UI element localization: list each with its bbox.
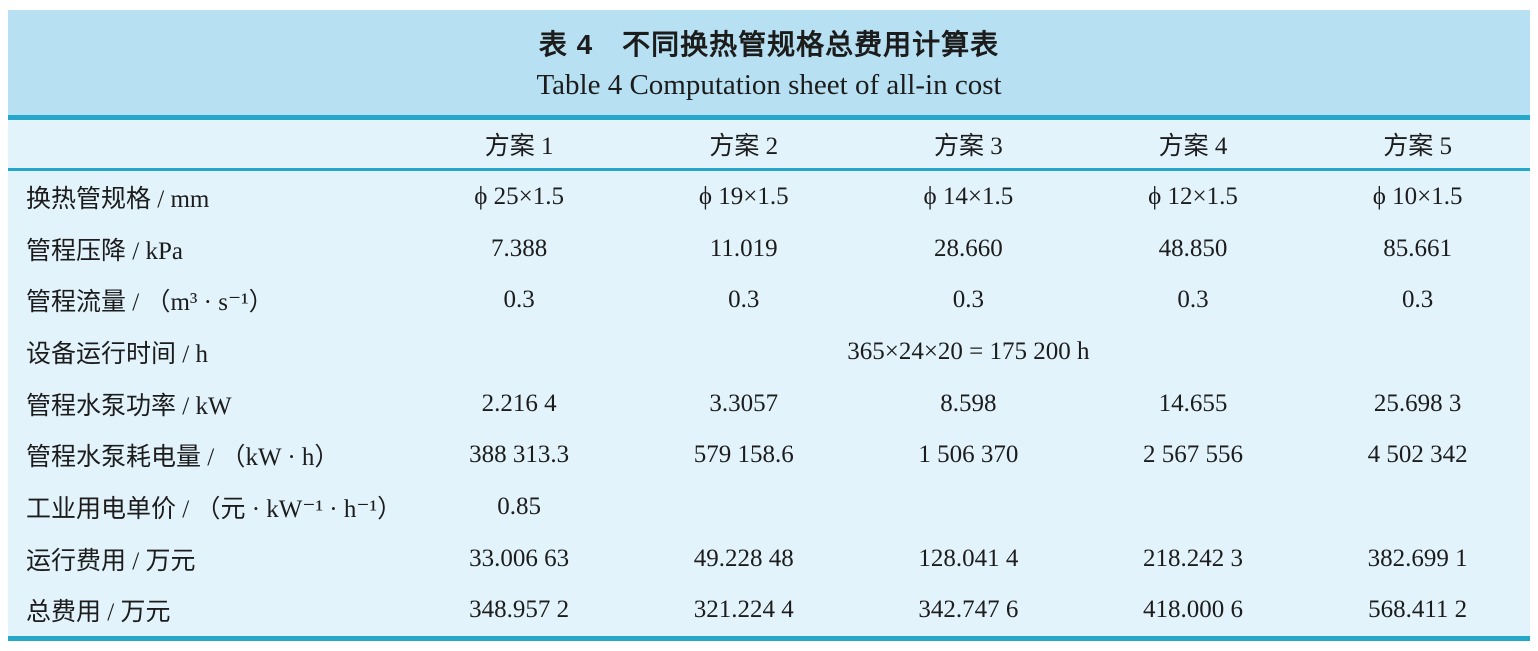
table-sheet: 表 4 不同换热管规格总费用计算表 Table 4 Computation sh… <box>8 10 1530 642</box>
cell: 85.661 <box>1383 234 1453 262</box>
cell: ϕ 14×1.5 <box>923 182 1014 210</box>
header-cell-scheme5: 方案 5 <box>1383 133 1453 160</box>
table-row: 管程压降 / kPa 7.388 11.019 28.660 48.850 85… <box>8 223 1530 275</box>
table-row: 设备运行时间 / h 365×24×20 = 175 200 h <box>8 326 1530 378</box>
cell: 348.957 2 <box>469 596 570 624</box>
top-rule <box>8 115 1530 120</box>
cell: 0.3 <box>1177 286 1209 314</box>
cell: 49.228 48 <box>693 544 794 572</box>
table-row: 管程水泵耗电量 / （kW · h） 388 313.3 579 158.6 1… <box>8 429 1530 481</box>
table-title-zh: 表 4 不同换热管规格总费用计算表 <box>538 29 1000 60</box>
cell: 25.698 3 <box>1373 389 1462 417</box>
cell: 418.000 6 <box>1142 596 1243 624</box>
cell: 342.747 6 <box>918 596 1019 624</box>
row-label: 总费用 / 万元 <box>26 599 171 627</box>
cell <box>1081 481 1306 533</box>
cell: 3.3057 <box>709 389 779 417</box>
cell: 4 502 342 <box>1367 441 1468 469</box>
cell: 8.598 <box>940 389 997 417</box>
cell: 0.3 <box>952 286 984 314</box>
cell: 0.85 <box>497 492 541 520</box>
cell: ϕ 19×1.5 <box>698 182 789 210</box>
header-cell-scheme2: 方案 2 <box>709 133 779 160</box>
table-row: 管程水泵功率 / kW 2.216 4 3.3057 8.598 14.655 … <box>8 378 1530 430</box>
bottom-rule <box>8 636 1530 642</box>
cell: 218.242 3 <box>1142 544 1243 572</box>
cell: 11.019 <box>709 234 778 262</box>
cell: 0.3 <box>1402 286 1434 314</box>
cell: ϕ 12×1.5 <box>1148 182 1238 210</box>
row-label: 管程流量 / （m³ · s⁻¹） <box>26 289 274 317</box>
cell: 579 158.6 <box>693 441 794 469</box>
header-cell-scheme1: 方案 1 <box>484 133 554 160</box>
cost-table: 方案 1 方案 2 方案 3 方案 4 方案 5 <box>8 120 1530 168</box>
row-label: 管程水泵功率 / kW <box>26 392 232 420</box>
cell: ϕ 25×1.5 <box>474 182 564 210</box>
cell: 48.850 <box>1158 234 1228 262</box>
cell: 388 313.3 <box>469 441 570 469</box>
cell <box>1305 481 1530 533</box>
cell: 2 567 556 <box>1142 441 1243 469</box>
table-header: 方案 1 方案 2 方案 3 方案 4 方案 5 <box>8 120 1530 168</box>
row-label: 工业用电单价 / （元 · kW⁻¹ · h⁻¹） <box>26 495 403 523</box>
cell-span: 365×24×20 = 175 200 h <box>847 337 1090 365</box>
cell: 568.411 2 <box>1368 596 1468 624</box>
header-cell-scheme3: 方案 3 <box>933 133 1003 160</box>
cell: 128.041 4 <box>918 544 1019 572</box>
table-title-en: Table 4 Computation sheet of all-in cost <box>536 69 1002 101</box>
cost-table-body: 换热管规格 / mm ϕ 25×1.5 ϕ 19×1.5 ϕ 14×1.5 ϕ … <box>8 171 1530 637</box>
header-row: 方案 1 方案 2 方案 3 方案 4 方案 5 <box>8 120 1530 168</box>
table-row: 工业用电单价 / （元 · kW⁻¹ · h⁻¹） 0.85 <box>8 481 1530 533</box>
table-title-band: 表 4 不同换热管规格总费用计算表 Table 4 Computation sh… <box>8 10 1530 115</box>
cell <box>856 481 1081 533</box>
cell: ϕ 10×1.5 <box>1372 182 1463 210</box>
row-label: 管程水泵耗电量 / （kW · h） <box>26 444 340 472</box>
cell: 1 506 370 <box>918 441 1019 469</box>
cell: 33.006 63 <box>469 544 570 572</box>
row-label: 运行费用 / 万元 <box>26 547 196 575</box>
table-row: 管程流量 / （m³ · s⁻¹） 0.3 0.3 0.3 0.3 0.3 <box>8 274 1530 326</box>
cell: 14.655 <box>1158 389 1228 417</box>
cell: 321.224 4 <box>693 596 794 624</box>
header-rule <box>8 168 1530 171</box>
cell <box>631 481 856 533</box>
table-row: 运行费用 / 万元 33.006 63 49.228 48 128.041 4 … <box>8 533 1530 585</box>
row-label: 管程压降 / kPa <box>26 237 183 265</box>
cell: 2.216 4 <box>481 389 557 417</box>
header-cell-empty <box>8 120 407 168</box>
header-cell-scheme4: 方案 4 <box>1158 133 1228 160</box>
table-row: 换热管规格 / mm ϕ 25×1.5 ϕ 19×1.5 ϕ 14×1.5 ϕ … <box>8 171 1530 223</box>
cell: 0.3 <box>728 286 760 314</box>
cell: 0.3 <box>503 286 535 314</box>
cell: 7.388 <box>490 234 548 262</box>
table-row: 总费用 / 万元 348.957 2 321.224 4 342.747 6 4… <box>8 585 1530 637</box>
cell: 28.660 <box>933 234 1003 262</box>
row-label: 换热管规格 / mm <box>26 185 210 213</box>
row-label: 设备运行时间 / h <box>26 340 208 368</box>
cell: 382.699 1 <box>1367 544 1468 572</box>
